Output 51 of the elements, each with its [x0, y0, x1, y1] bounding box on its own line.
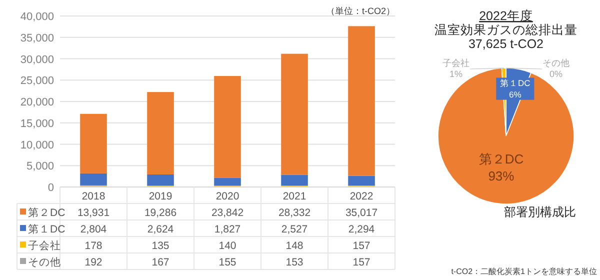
data-label: 192: [84, 256, 102, 268]
x-tick-label: 2021: [282, 190, 306, 202]
y-tick-label: 5,000: [26, 160, 54, 173]
y-tick-label: 30,000: [20, 54, 54, 66]
data-label: 2,804: [80, 224, 107, 236]
x-tick-label: 2020: [216, 190, 240, 202]
legend-label: その他: [28, 256, 61, 268]
data-label: 178: [84, 240, 102, 252]
text: 0%: [549, 69, 563, 79]
legend-label: 第２DC: [28, 207, 66, 219]
data-label: 6%: [509, 89, 522, 100]
data-label: 13,931: [77, 207, 110, 219]
y-tick-label: 35,000: [20, 32, 54, 44]
y-tick-label: 40,000: [20, 11, 54, 23]
y-tick-label: 15,000: [20, 118, 54, 130]
legend-label: 子会社: [28, 239, 61, 252]
data-label: 155: [218, 256, 236, 268]
data-label: 1,827: [214, 224, 241, 236]
data-label: 157: [352, 240, 370, 252]
slice-label: 第１DC: [500, 78, 530, 88]
data-label: 167: [152, 256, 170, 268]
y-tick-label: 10,000: [20, 139, 54, 152]
data-label: 153: [286, 256, 304, 268]
data-label: 2,294: [348, 224, 375, 236]
data-label: 148: [286, 240, 304, 252]
data-label: 157: [352, 256, 370, 268]
chart-title: 2022年度: [479, 8, 533, 23]
legend-label: 第１DC: [28, 224, 66, 236]
x-tick-label: 2019: [148, 190, 172, 202]
data-label: 35,017: [345, 207, 378, 219]
annotation: （単位：t-CO2）: [326, 6, 395, 16]
text: 部署別構成比: [504, 205, 576, 219]
legend-label: その他: [542, 58, 570, 68]
x-tick-label: 2022: [350, 190, 374, 202]
data-label: 2,527: [281, 224, 308, 236]
x-tick-label: 2018: [82, 190, 106, 202]
y-tick-label: 0: [48, 182, 54, 194]
data-label: 1%: [449, 69, 463, 79]
slice-label: 子会社: [442, 58, 470, 68]
y-tick-label: 20,000: [20, 96, 54, 108]
data-label: 23,842: [211, 207, 244, 219]
data-label: 28,332: [278, 207, 311, 219]
slice-label: 第２DC: [478, 152, 524, 167]
data-label: 140: [218, 240, 236, 252]
data-label: 135: [152, 240, 170, 252]
data-label: 19,286: [144, 207, 177, 219]
data-label: 2,624: [147, 224, 174, 236]
data-label: 93%: [488, 168, 515, 184]
chart-subtitle: 温室効果ガスの総排出量 37,625 t-CO2: [434, 22, 578, 51]
y-tick-label: 25,000: [20, 75, 54, 88]
text: t-CO2：二酸化炭素1トンを意味する単位: [451, 267, 597, 276]
